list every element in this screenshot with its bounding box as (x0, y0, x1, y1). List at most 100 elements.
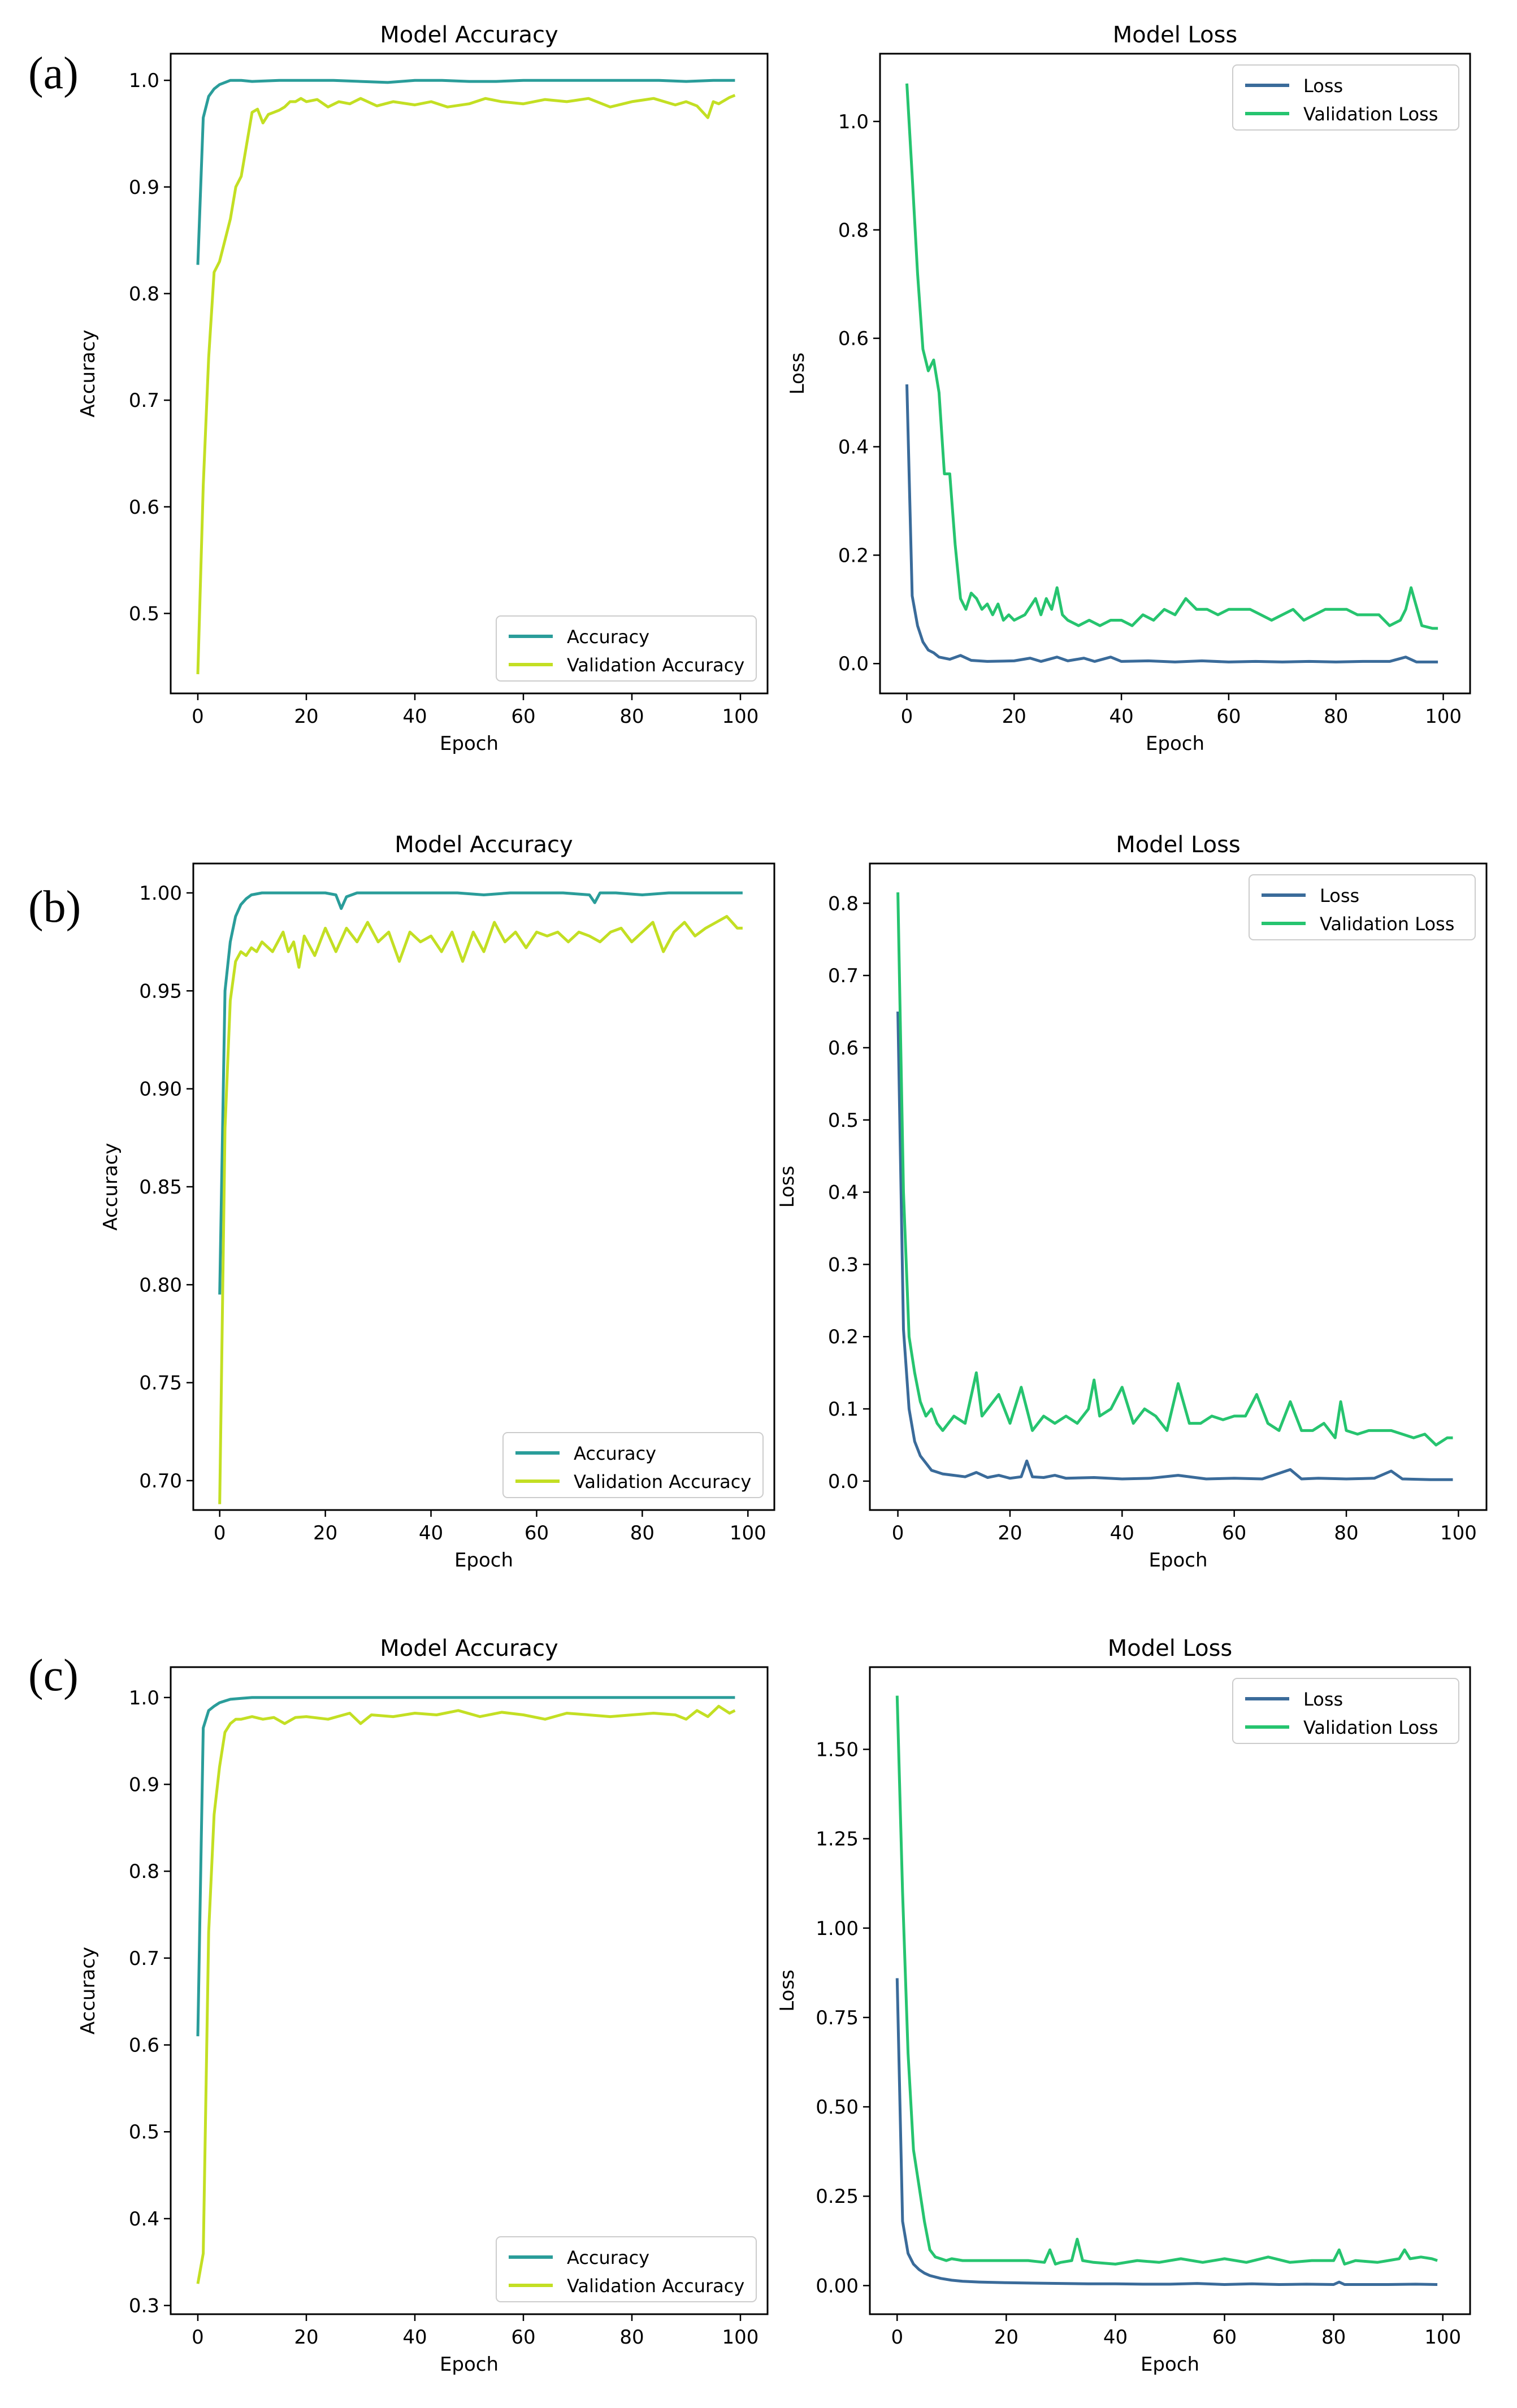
x-tick-label: 40 (402, 705, 427, 728)
x-tick-label: 20 (294, 2326, 318, 2349)
x-axis-label: Epoch (1146, 732, 1204, 755)
chart-title: Model Accuracy (380, 1635, 558, 1661)
y-tick-label: 1.0 (838, 111, 869, 133)
x-tick-label: 20 (1002, 705, 1026, 728)
legend-label: Validation Loss (1320, 913, 1454, 935)
y-tick-label: 1.00 (139, 882, 182, 905)
y-axis-label: Accuracy (99, 1143, 122, 1230)
x-tick-label: 80 (1334, 1522, 1358, 1544)
axes-frame (170, 1666, 769, 2315)
y-tick-label: 1.50 (816, 1738, 859, 1761)
y-tick-label: 0.0 (828, 1470, 859, 1493)
series-line-loss (895, 1978, 1438, 2286)
legend-label: Loss (1303, 1689, 1343, 1710)
y-tick-label: 0.7 (129, 389, 159, 412)
x-axis-label: Epoch (1148, 1549, 1207, 1572)
chart-3: 0 20 40 60 80 100 0.0 0.1 0.2 0.3 0.4 0.5 0.6 0.7 0.8 M… (776, 832, 1488, 1572)
y-axis-label: Accuracy (77, 329, 99, 417)
y-tick-label: 0.3 (129, 2295, 159, 2318)
y-tick-label: 0.6 (828, 1037, 859, 1060)
panel-label-a: (a) (28, 49, 79, 98)
y-tick-label: 0.7 (828, 965, 859, 987)
chart-title: Model Accuracy (395, 832, 573, 858)
chart-5: 0 20 40 60 80 100 0.00 0.25 0.50 0.75 1.00 1.25 1.50… (776, 1635, 1471, 2376)
x-tick-label: 40 (419, 1522, 443, 1544)
x-tick-label: 100 (722, 2326, 759, 2349)
x-tick-label: 20 (998, 1522, 1022, 1544)
series-line-validation-accuracy (196, 1704, 736, 2284)
y-tick-label: 0.00 (816, 2275, 859, 2297)
y-tick-label: 0.4 (828, 1182, 859, 1204)
y-tick-label: 0.50 (816, 2096, 859, 2119)
chart-title: Model Loss (1113, 22, 1238, 48)
legend: Accuracy Validation Accuracy (502, 1432, 764, 1498)
axes-frame (170, 53, 769, 695)
x-tick-label: 0 (891, 2326, 903, 2349)
x-tick-label: 0 (214, 1522, 226, 1544)
chart-0: 0 20 40 60 80 100 0.5 0.6 0.7 0.8 0.9 1.0 Model Accu… (77, 22, 769, 755)
x-axis-label: Epoch (454, 1549, 513, 1572)
series-line-validation-loss (895, 1695, 1438, 2266)
x-tick-label: 100 (730, 1522, 766, 1544)
x-tick-label: 80 (630, 1522, 655, 1544)
legend-label: Validation Accuracy (567, 654, 744, 676)
x-tick-label: 40 (1109, 705, 1133, 728)
y-axis-label: Accuracy (77, 1947, 99, 2034)
legend: Loss Validation Loss (1232, 64, 1459, 131)
series-line-accuracy (196, 79, 735, 265)
series-line-accuracy (196, 1696, 735, 2037)
x-tick-label: 80 (619, 705, 644, 728)
y-tick-label: 0.2 (828, 1326, 859, 1348)
y-tick-label: 0.7 (129, 1947, 159, 1970)
x-tick-label: 60 (525, 1522, 549, 1544)
x-tick-label: 100 (1425, 705, 1462, 728)
series-line-accuracy (218, 891, 743, 1295)
legend-label: Validation Loss (1303, 103, 1438, 125)
legend-box (502, 1432, 764, 1498)
x-tick-label: 80 (619, 2326, 644, 2349)
y-tick-label: 0.80 (139, 1274, 182, 1296)
chart-title: Model Accuracy (380, 22, 558, 48)
x-tick-label: 0 (192, 705, 204, 728)
x-tick-label: 80 (1324, 705, 1348, 728)
chart-4: 0 20 40 60 80 100 0.3 0.4 0.5 0.6 0.7 0.8 0.9 1.0 Mode… (77, 1635, 769, 2376)
y-tick-label: 0.6 (129, 2034, 159, 2057)
x-tick-label: 20 (294, 705, 318, 728)
x-tick-label: 40 (1110, 1522, 1134, 1544)
legend-box (496, 615, 757, 682)
y-axis-label: Loss (776, 1969, 799, 2012)
legend: Accuracy Validation Accuracy (496, 615, 757, 682)
y-tick-label: 0.90 (139, 1078, 182, 1101)
chart-1: 0 20 40 60 80 100 0.0 0.2 0.4 0.6 0.8 1.0 Model Loss… (786, 22, 1471, 755)
legend-label: Loss (1303, 75, 1343, 97)
y-axis-label: Loss (776, 1166, 799, 1208)
y-tick-label: 1.25 (816, 1828, 859, 1851)
legend-label: Accuracy (567, 626, 649, 648)
chart-2: 0 20 40 60 80 100 0.70 0.75 0.80 0.85 0.90 0.95 1.00… (99, 832, 775, 1572)
y-tick-label: 0.5 (129, 2121, 159, 2144)
x-tick-label: 100 (1440, 1522, 1477, 1544)
y-tick-label: 0.8 (129, 1860, 159, 1883)
y-tick-label: 0.5 (828, 1109, 859, 1132)
legend: Loss Validation Loss (1232, 1678, 1459, 1744)
y-tick-label: 1.00 (816, 1917, 859, 1940)
legend-label: Validation Accuracy (567, 2275, 744, 2297)
x-tick-label: 0 (192, 2326, 204, 2349)
legend-box (496, 2236, 757, 2302)
legend-label: Validation Loss (1303, 1717, 1438, 1738)
series-line-validation-accuracy (196, 94, 736, 675)
x-tick-label: 20 (313, 1522, 337, 1544)
y-axis-label: Loss (786, 353, 809, 395)
x-tick-label: 60 (1212, 2326, 1237, 2349)
series-line-loss (896, 1011, 1453, 1481)
chart-title: Model Loss (1116, 832, 1241, 858)
y-tick-label: 0.95 (139, 980, 182, 1003)
x-tick-label: 0 (901, 705, 913, 728)
axes-frame (869, 1666, 1471, 2315)
axes-frame (192, 862, 775, 1511)
y-tick-label: 0.25 (816, 2185, 859, 2208)
y-tick-label: 0.8 (129, 283, 159, 306)
x-axis-label: Epoch (440, 732, 499, 755)
legend: Loss Validation Loss (1249, 874, 1476, 940)
legend-label: Validation Accuracy (574, 1471, 751, 1492)
